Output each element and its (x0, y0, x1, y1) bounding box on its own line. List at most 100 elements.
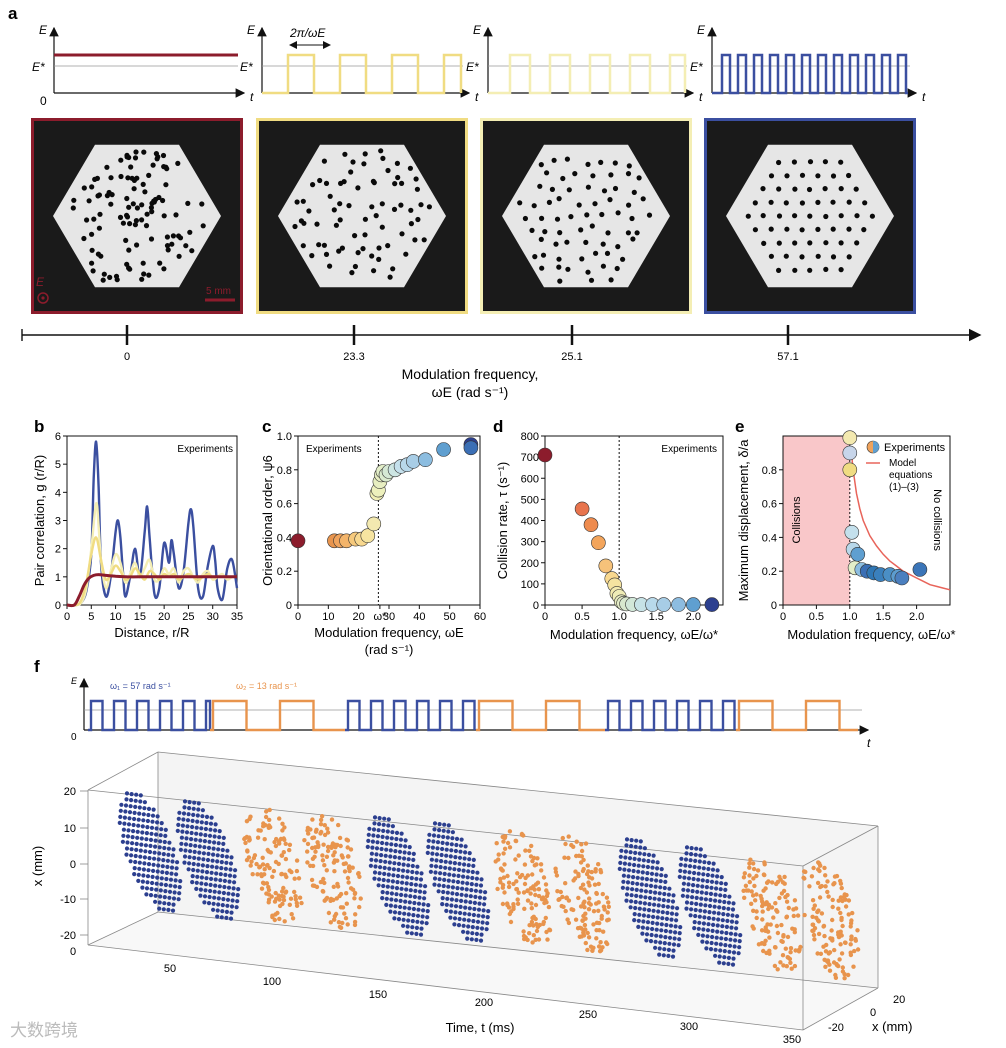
snapshot-particle (203, 833, 208, 838)
particle (371, 180, 377, 186)
snapshot-particle (710, 928, 715, 934)
snapshot-particle (735, 914, 740, 919)
snapshot-particle (477, 895, 483, 900)
waveform-2-t-label: t (699, 90, 703, 104)
snapshot-particle (402, 911, 407, 916)
snapshot-particle (229, 855, 234, 860)
box-edge (87, 944, 804, 1031)
particle (118, 157, 124, 163)
snapshot-particle (188, 849, 193, 854)
snapshot-particle (452, 922, 457, 927)
snapshot-particle (211, 852, 216, 857)
snapshot-particle (529, 906, 534, 911)
snapshot-particle (464, 893, 469, 898)
snapshot-particle (140, 824, 145, 829)
snapshot-particle (162, 839, 167, 845)
snapshot-particle (120, 839, 125, 844)
snapshot-particle (188, 843, 193, 848)
snapshot-particle (527, 923, 532, 928)
watermark: 大数跨境 (10, 1021, 78, 1040)
snapshot-particle (322, 898, 327, 903)
snapshot-particle (553, 869, 559, 875)
snapshot-particle (338, 843, 343, 849)
snapshot-particle (692, 870, 697, 876)
snapshot-particle (444, 853, 449, 858)
particle (815, 199, 821, 205)
snapshot-particle (326, 910, 332, 916)
snapshot-particle (604, 895, 610, 900)
snapshot-particle (461, 868, 466, 873)
field-direction-icon (37, 292, 49, 304)
snapshot-particle (371, 827, 377, 832)
snapshot-particle (173, 884, 178, 889)
snapshot-particle (344, 891, 349, 896)
snapshot-particle (426, 844, 431, 850)
photo-2-particles (517, 156, 653, 284)
snapshot-particle (768, 922, 773, 927)
snapshot-particle (459, 837, 464, 842)
snapshot-particle (754, 909, 759, 914)
particle (539, 215, 545, 221)
snapshot-particle (450, 885, 455, 890)
snapshot-particle (347, 868, 352, 874)
snapshot-particle (713, 953, 718, 958)
snapshot-particle (778, 960, 783, 965)
snapshot-particle (673, 930, 678, 935)
snapshot-particle (148, 837, 154, 843)
particle (139, 202, 145, 208)
snapshot-particle (215, 859, 220, 864)
snapshot-particle (400, 874, 405, 879)
snapshot-particle (726, 900, 732, 905)
snapshot-particle (200, 808, 205, 813)
snapshot-particle (190, 824, 195, 830)
particle (108, 175, 114, 181)
snapshot-particle (505, 873, 510, 879)
x-axis-label: Modulation frequency, ωE/ω* (787, 627, 955, 642)
particle (408, 207, 414, 213)
particle (385, 167, 391, 174)
snapshot-cluster-8 (617, 837, 683, 959)
snapshot-particle (388, 903, 393, 908)
x-mm-tick-label: 0 (70, 859, 76, 871)
snapshot-particle (571, 907, 576, 913)
snapshot-particle (653, 884, 658, 889)
snapshot-particle (697, 914, 702, 919)
particle (776, 240, 782, 246)
particle (141, 271, 147, 277)
particle (830, 254, 837, 260)
snapshot-particle (646, 858, 651, 864)
snapshot-particle (514, 887, 520, 892)
snapshot-particle (810, 922, 816, 927)
snapshot-particle (722, 949, 727, 954)
vertical-axis-label: x (mm) (30, 846, 45, 886)
snapshot-particle (147, 856, 152, 861)
snapshot-particle (678, 862, 683, 867)
snapshot-particle (715, 868, 720, 873)
series-line-0 (66, 573, 237, 608)
snapshot-particle (600, 891, 605, 897)
snapshot-particle (163, 882, 168, 888)
snapshot-particle (467, 851, 472, 856)
particle (608, 172, 614, 178)
snapshot-particle (717, 954, 722, 959)
snapshot-particle (582, 922, 588, 928)
snapshot-particle (220, 853, 225, 859)
snapshot-particle (666, 892, 672, 897)
snapshot-particle (596, 944, 602, 949)
snapshot-particle (213, 822, 218, 827)
snapshot-particle (503, 834, 508, 839)
snapshot-particle (382, 871, 387, 877)
snapshot-particle (431, 833, 437, 838)
depth-axis-label: x (mm) (872, 1019, 912, 1034)
snapshot-particle (232, 874, 237, 879)
snapshot-particle (175, 828, 180, 834)
particle (101, 271, 107, 277)
snapshot-particle (663, 935, 668, 940)
snapshot-particle (825, 879, 830, 884)
snapshot-particle (350, 865, 355, 870)
particle (89, 247, 95, 253)
snapshot-particle (414, 925, 419, 931)
snapshot-particle (467, 912, 472, 917)
snapshot-particle (719, 881, 724, 886)
snapshot-particle (194, 880, 199, 885)
